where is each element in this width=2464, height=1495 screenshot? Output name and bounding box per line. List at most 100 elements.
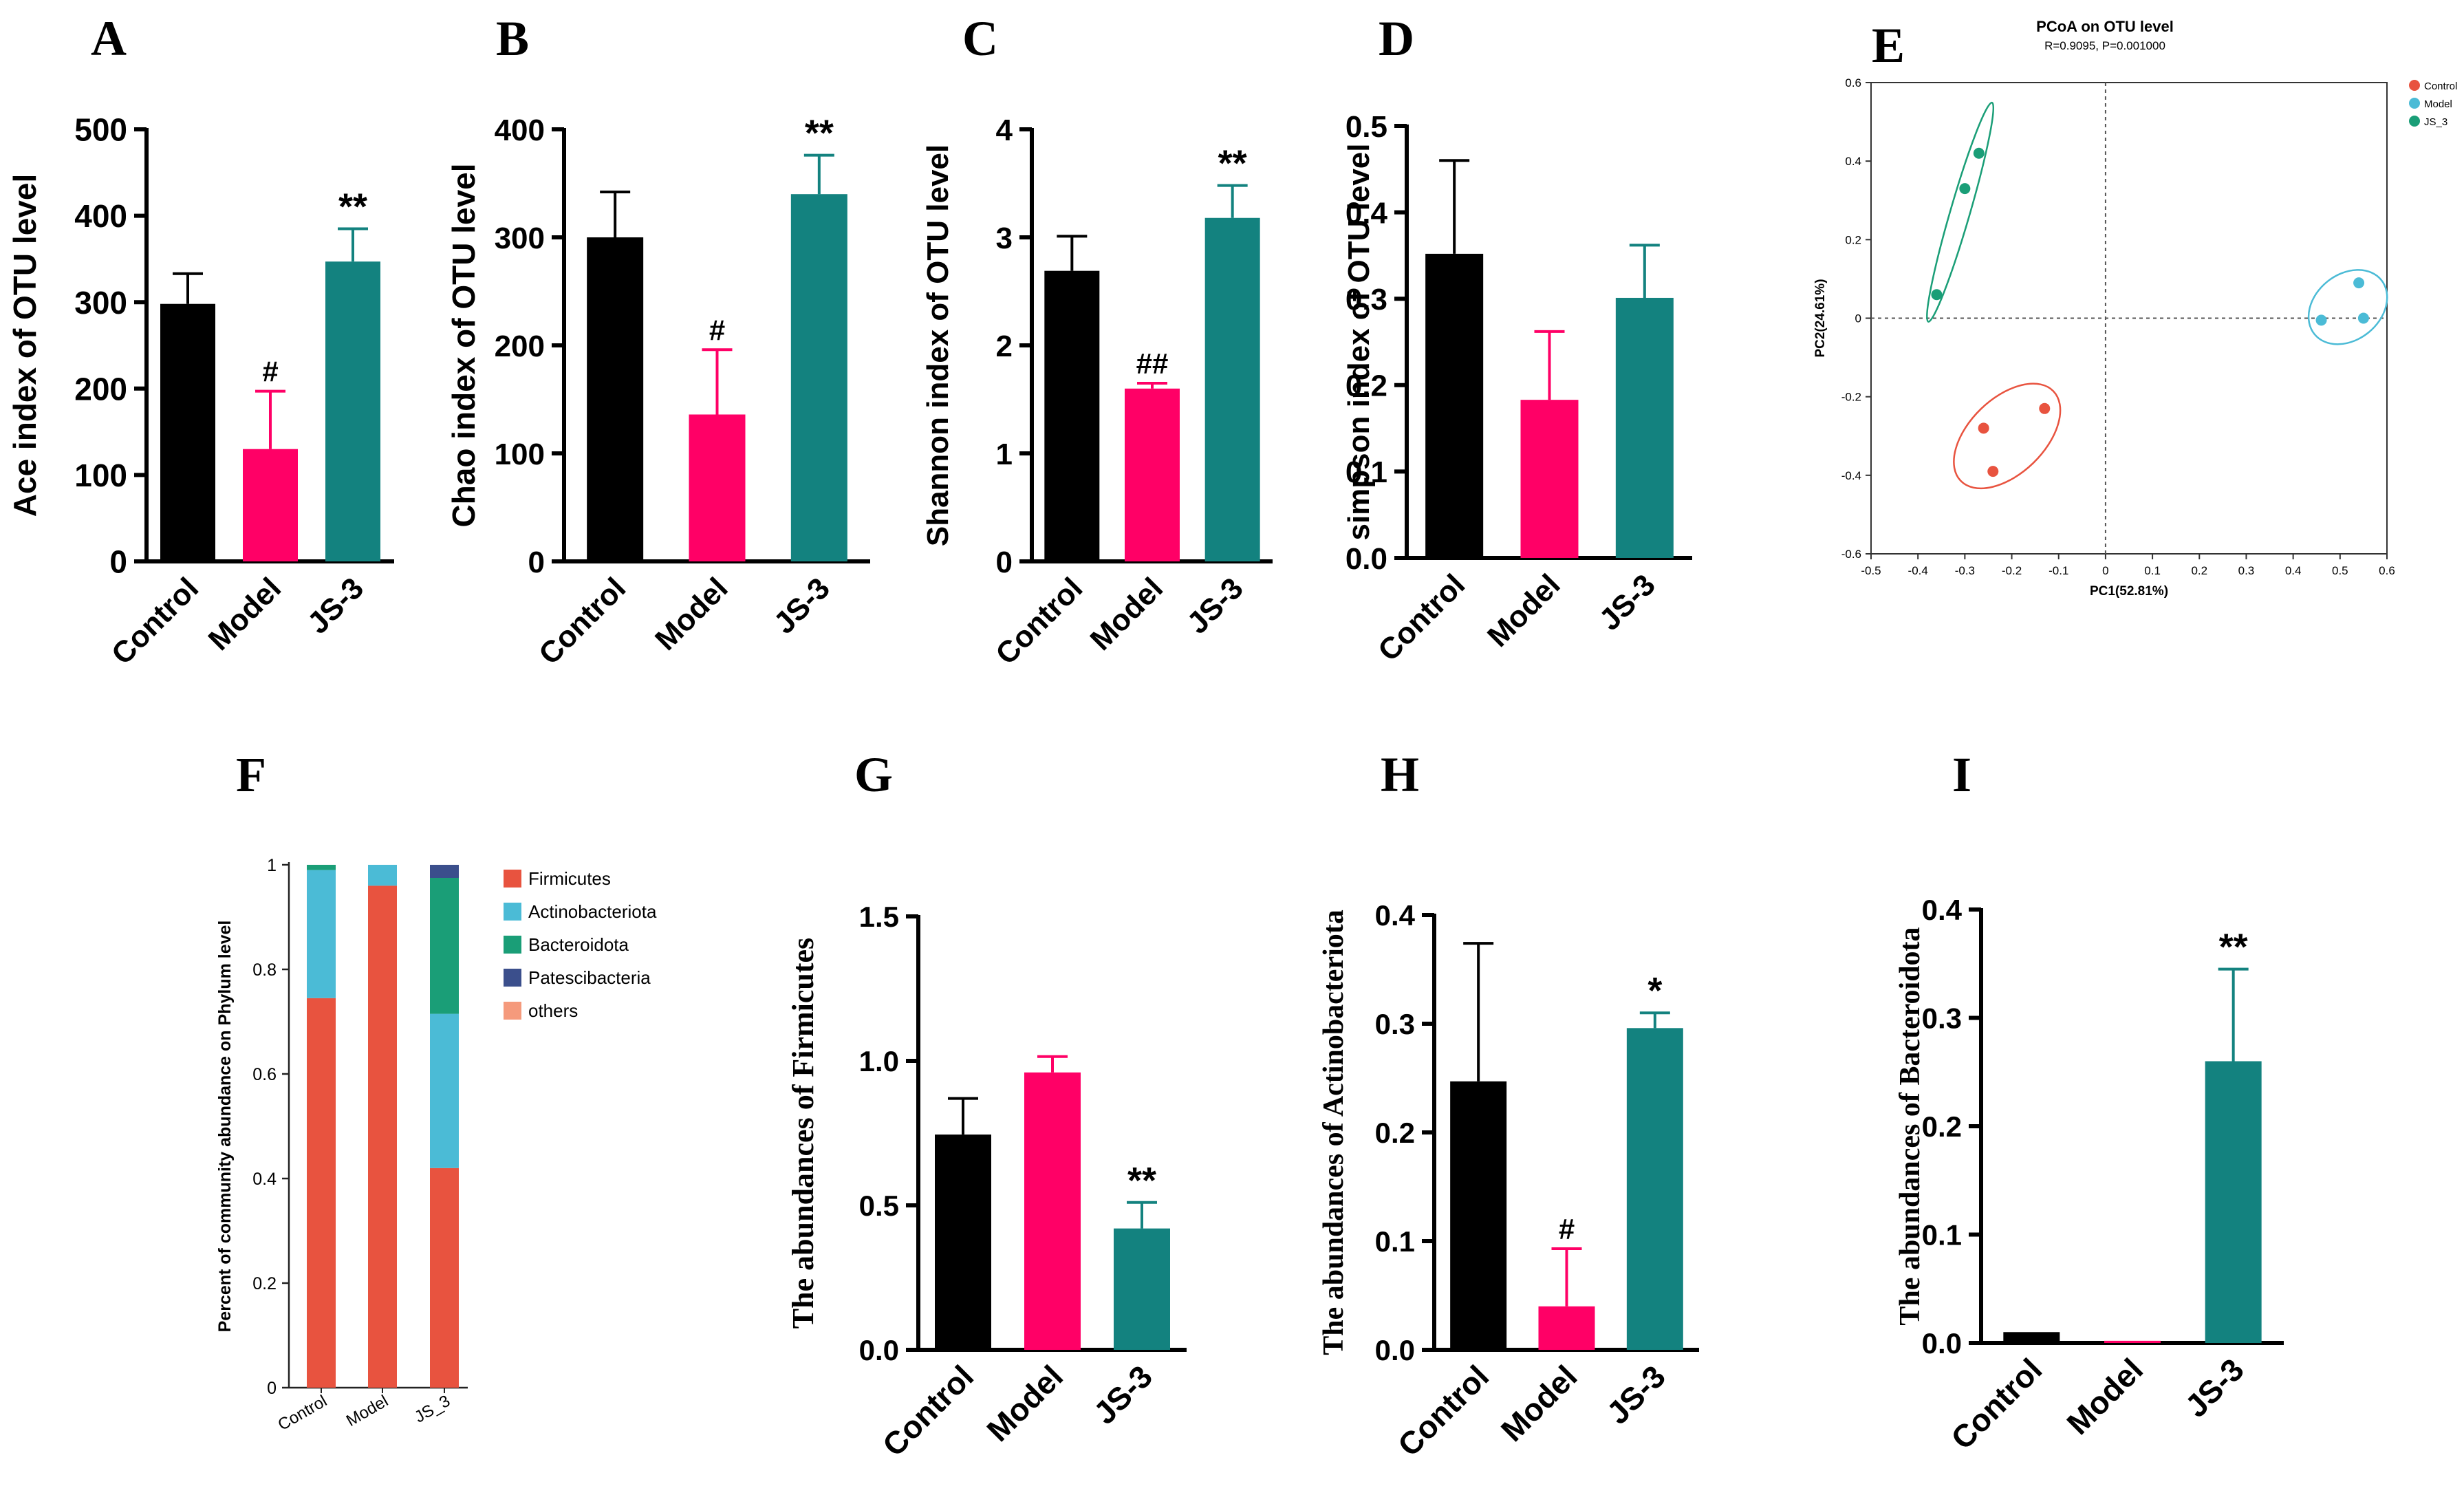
y-tick-label: 4 xyxy=(996,114,1013,147)
panel-letter-e: E xyxy=(1872,18,1905,73)
chart-a: 0 100 200 300 400 500 Ace index of OTU level Co… xyxy=(7,112,394,671)
y-tick-label: 0.3 xyxy=(1922,1002,1962,1035)
x-tick-label-control: Control xyxy=(274,1392,330,1434)
y-tick-label: 0.1 xyxy=(1375,1225,1415,1258)
x-tick-label: 0 xyxy=(2102,564,2108,577)
y-tick-label: 0.4 xyxy=(1375,899,1416,932)
y-tick-label: 1 xyxy=(996,438,1013,471)
significance-label: # xyxy=(262,356,278,388)
bar-control xyxy=(587,237,644,561)
y-axis-label: Percent of community abundance on Phylum… xyxy=(215,921,235,1333)
panel-letter-i: I xyxy=(1952,747,1971,802)
group-ellipse-js_3 xyxy=(1925,101,1995,323)
x-tick-label: 0.4 xyxy=(2285,564,2302,577)
significance-label: ## xyxy=(1136,347,1169,380)
stack-segment-actinobacteriota xyxy=(368,865,397,886)
y-axis-label: The abundances of Firmicutes xyxy=(786,938,820,1329)
x-tick-label-control: Control xyxy=(1372,568,1471,667)
y-tick-label: 0.2 xyxy=(1922,1110,1962,1143)
y-tick-label: 100 xyxy=(495,438,545,471)
x-tick-label-js-3: JS-3 xyxy=(1180,571,1249,640)
y-tick-label: 0.0 xyxy=(1375,1334,1415,1366)
y-tick-label: 300 xyxy=(495,222,545,255)
y-tick-label: 500 xyxy=(74,112,127,148)
legend-label-bacteroidota: Bacteroidota xyxy=(528,934,629,955)
y-axis-label: Chao index of OTU level xyxy=(446,163,482,527)
stack-segment-actinobacteriota xyxy=(430,1013,459,1168)
y-tick-label: 0.4 xyxy=(1922,894,1963,926)
x-tick-label-js-3: JS-3 xyxy=(1087,1358,1159,1430)
bar-model xyxy=(2104,1340,2161,1343)
chart-f: 0 0.2 0.4 0.6 0.8 1 Percent of community abund… xyxy=(215,856,657,1434)
y-axis-label: Ace index of OTU level xyxy=(7,174,43,517)
legend-label-firmicutes: Firmicutes xyxy=(528,868,611,889)
significance-label: ** xyxy=(1127,1160,1156,1201)
y-tick-label: 0.0 xyxy=(1346,542,1387,576)
stack-segment-bacteroidota xyxy=(430,878,459,1014)
y-tick-label: 0.0 xyxy=(859,1334,899,1366)
pcoa-subtitle: R=0.9095, P=0.001000 xyxy=(2044,39,2165,52)
stack-segment-bacteroidota xyxy=(307,865,336,870)
bar-model xyxy=(1125,388,1180,561)
group-ellipse-model xyxy=(2307,269,2388,345)
x-tick-label: 0.6 xyxy=(2379,564,2395,577)
bar-model xyxy=(1520,400,1579,558)
bar-js-3 xyxy=(790,194,847,561)
legend-label-actinobacteriota: Actinobacteriota xyxy=(528,901,657,922)
y-tick-label: 0 xyxy=(109,544,127,580)
significance-label: # xyxy=(1559,1213,1575,1245)
legend-label-model: Model xyxy=(2424,98,2452,110)
legend-swatch-actinobacteriota xyxy=(504,903,521,921)
y-tick-label: -0.2 xyxy=(1841,391,1861,404)
sample-point-control xyxy=(1978,422,1989,434)
y-tick-label: 0 xyxy=(528,546,545,579)
x-tick-label: -0.1 xyxy=(2049,564,2068,577)
bar-control xyxy=(160,303,215,561)
y-tick-label: 400 xyxy=(74,198,127,234)
sample-point-js_3 xyxy=(1931,289,1943,301)
y-tick-label: 0.2 xyxy=(252,1274,277,1293)
y-tick-label: 0 xyxy=(996,546,1013,579)
x-tick-label: -0.2 xyxy=(2002,564,2022,577)
x-tick-label-js-3: JS-3 xyxy=(768,571,836,640)
y-axis-label: The abundances of Bacteroidota xyxy=(1894,927,1926,1325)
stack-segment-firmicutes xyxy=(368,885,397,1388)
y-tick-label: 2 xyxy=(996,330,1013,363)
x-tick-label: -0.4 xyxy=(1908,564,1928,577)
y-tick-label: 0.3 xyxy=(1375,1008,1415,1040)
y-tick-label: 3 xyxy=(996,222,1013,255)
y-tick-label: 0.1 xyxy=(1346,455,1387,489)
y-axis-label: Shannon index of OTU level xyxy=(921,144,955,546)
stack-segment-firmicutes xyxy=(307,998,336,1388)
bar-control xyxy=(2003,1332,2060,1343)
y-tick-label: 0 xyxy=(1855,312,1861,325)
legend-marker-model xyxy=(2409,98,2420,109)
bar-control xyxy=(1044,270,1100,561)
significance-label: ** xyxy=(2219,927,2248,968)
chart-e: PCoA on OTU level R=0.9095, P=0.001000 -0.… xyxy=(1813,18,2457,599)
x-tick-label-model: Model xyxy=(2060,1351,2150,1441)
chart-c: 0 1 2 3 4 Shannon index of OTU level Control ##… xyxy=(921,114,1273,671)
y-tick-label: 200 xyxy=(495,330,545,363)
chart-h: 0.0 0.1 0.2 0.3 0.4 The abundances of Actinob… xyxy=(1318,899,1699,1463)
bar-model xyxy=(1024,1072,1081,1350)
x-tick-label-control: Control xyxy=(1944,1351,2049,1456)
y-tick-label: 0.2 xyxy=(1845,233,1861,246)
y-tick-label: 0.0 xyxy=(1922,1327,1962,1359)
bar-js-3 xyxy=(1615,297,1674,558)
legend-swatch-firmicutes xyxy=(504,870,521,888)
sample-point-model xyxy=(2315,314,2327,326)
x-tick-label: -0.3 xyxy=(1955,564,1975,577)
bar-control xyxy=(935,1134,991,1350)
sample-point-model xyxy=(2353,277,2365,289)
legend-label-patescibacteria: Patescibacteria xyxy=(528,967,651,988)
stack-segment-actinobacteriota xyxy=(307,870,336,998)
x-tick-label-model: Model xyxy=(1084,571,1170,657)
legend-marker-js_3 xyxy=(2409,116,2420,127)
legend-swatch-patescibacteria xyxy=(504,969,521,987)
x-tick-label-control: Control xyxy=(105,571,205,671)
y-tick-label: 200 xyxy=(74,371,127,407)
bar-model xyxy=(1538,1306,1595,1350)
